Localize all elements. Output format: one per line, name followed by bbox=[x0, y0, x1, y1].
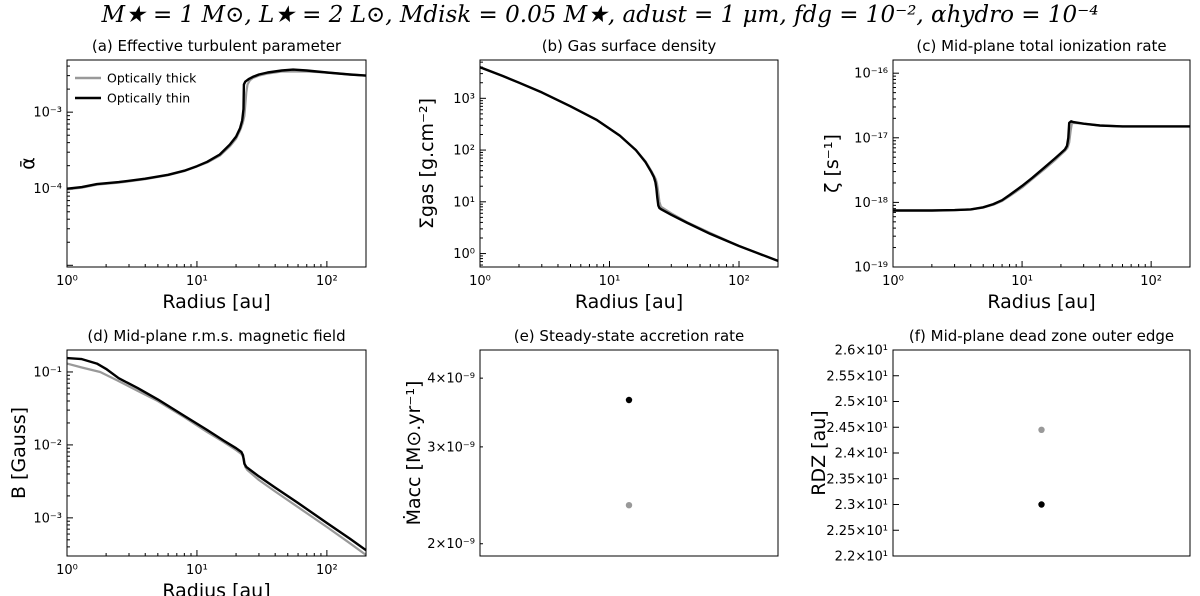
panel-f-ytick-label: 2.4×10¹ bbox=[835, 447, 888, 462]
panel-e-ytick-label: 4×10⁻⁹ bbox=[427, 372, 475, 387]
panel-a-ytick-label: 10⁻³ bbox=[33, 106, 62, 121]
panel-b-xtick-label: 10¹ bbox=[599, 274, 621, 289]
figure-suptitle: M★ = 1 M⊙, L★ = 2 L⊙, Mdisk = 0.05 M★, a… bbox=[101, 2, 1099, 28]
panel-a-xlabel: Radius [au] bbox=[162, 291, 270, 313]
panel-a-ytick-label: 10⁻⁴ bbox=[33, 182, 62, 197]
panel-d-title: (d) Mid-plane r.m.s. magnetic field bbox=[87, 327, 345, 345]
panel-e-ytick-label: 2×10⁻⁹ bbox=[427, 537, 475, 552]
panel-d-ylabel: B [Gauss] bbox=[8, 407, 30, 499]
legend-label-optically-thick: Optically thick bbox=[107, 71, 197, 86]
panel-a-xtick-label: 10² bbox=[316, 274, 338, 289]
panel-d-series-optically-thick-line bbox=[66, 362, 367, 556]
panel-f-ytick-label: 2.35×10¹ bbox=[826, 472, 888, 487]
panel-b-xtick-label: 10² bbox=[728, 274, 750, 289]
panel-c-xtick-label: 10¹ bbox=[1011, 274, 1033, 289]
panel-c-xtick-label: 10⁰ bbox=[882, 274, 904, 289]
panel-f-series-optically-thin-point bbox=[1038, 501, 1045, 508]
panel-c-xtick-label: 10² bbox=[1140, 274, 1162, 289]
panel-e-ylabel: Ṁacc [M⊙.yr⁻¹] bbox=[402, 381, 425, 526]
panel-f-ytick-label: 2.5×10¹ bbox=[835, 395, 888, 410]
panel-a-frame bbox=[66, 59, 367, 268]
panel-c-series-optically-thin-line bbox=[893, 120, 1190, 212]
panel-c-ytick-label: 10⁻¹⁸ bbox=[854, 196, 888, 211]
panel-a-xtick-label: 10⁰ bbox=[56, 274, 78, 289]
panel-b-series-optically-thick-line bbox=[479, 66, 779, 262]
panel-d-ytick-label: 10⁻² bbox=[33, 438, 62, 453]
panel-b-xtick-label: 10⁰ bbox=[469, 274, 491, 289]
legend-label-optically-thin: Optically thin bbox=[107, 91, 190, 106]
panel-c-ytick-label: 10⁻¹⁹ bbox=[854, 261, 888, 276]
panel-d-xtick-label: 10² bbox=[316, 563, 338, 578]
panel-d-series-optically-thin-line bbox=[66, 356, 367, 552]
panel-a-series-optically-thin-line bbox=[66, 68, 367, 190]
panel-b-ytick-label: 10¹ bbox=[453, 195, 475, 210]
panel-c-frame bbox=[892, 59, 1191, 268]
panel-c-title: (c) Mid-plane total ionization rate bbox=[916, 37, 1166, 55]
panel-f-ytick-label: 2.3×10¹ bbox=[835, 498, 888, 513]
panel-c-ylabel: ζ [s⁻¹] bbox=[821, 134, 843, 193]
panel-a-title: (a) Effective turbulent parameter bbox=[92, 37, 342, 55]
panel-b-series-optically-thin-line bbox=[479, 66, 779, 263]
panel-b-ylabel: Σgas [g.cm⁻²] bbox=[416, 98, 438, 229]
panel-a-series-optically-thick-line bbox=[66, 70, 367, 191]
panel-c-ytick-label: 10⁻¹⁶ bbox=[854, 67, 888, 82]
panel-b-title: (b) Gas surface density bbox=[542, 37, 717, 55]
panel-e-frame bbox=[479, 349, 779, 557]
panel-c-ytick-label: 10⁻¹⁷ bbox=[854, 131, 888, 146]
panel-c-series-optically-thick-line bbox=[893, 121, 1190, 212]
panel-f-title: (f) Mid-plane dead zone outer edge bbox=[909, 327, 1174, 345]
panel-f-frame bbox=[892, 349, 1191, 557]
panel-f-ytick-label: 2.45×10¹ bbox=[826, 421, 888, 436]
panel-f-series-optically-thick-point bbox=[1038, 426, 1045, 433]
panel-e-series-optically-thick-point bbox=[625, 502, 633, 509]
panel-d-frame bbox=[66, 349, 367, 557]
panel-d-ytick-label: 10⁻³ bbox=[33, 511, 62, 526]
panel-e-title: (e) Steady-state accretion rate bbox=[514, 327, 745, 345]
panel-f-ytick-label: 2.25×10¹ bbox=[826, 524, 888, 539]
panel-b-xlabel: Radius [au] bbox=[575, 291, 683, 313]
panel-d-ytick-label: 10⁻¹ bbox=[33, 365, 62, 380]
panel-c-xlabel: Radius [au] bbox=[987, 291, 1095, 313]
panel-d-xlabel: Radius [au] bbox=[162, 580, 270, 596]
panel-e-series-optically-thin-point bbox=[625, 396, 633, 404]
panel-f-ytick-label: 2.55×10¹ bbox=[826, 369, 888, 384]
panel-d-xtick-label: 10⁰ bbox=[56, 563, 78, 578]
panel-d-xtick-label: 10¹ bbox=[186, 563, 208, 578]
panel-a-ylabel: ᾱ bbox=[17, 157, 39, 170]
panel-e-ytick-label: 3×10⁻⁹ bbox=[427, 440, 475, 455]
panel-b-ytick-label: 10² bbox=[453, 144, 475, 159]
panel-f-ylabel: RDZ [au] bbox=[808, 410, 830, 495]
panel-a-xtick-label: 10¹ bbox=[186, 274, 208, 289]
panel-b-frame bbox=[479, 59, 779, 268]
panel-b-ytick-label: 10³ bbox=[453, 92, 475, 107]
panel-b-ytick-label: 10⁰ bbox=[453, 247, 475, 262]
panel-f-ytick-label: 2.2×10¹ bbox=[835, 550, 888, 565]
panel-f-ytick-label: 2.6×10¹ bbox=[835, 344, 888, 359]
